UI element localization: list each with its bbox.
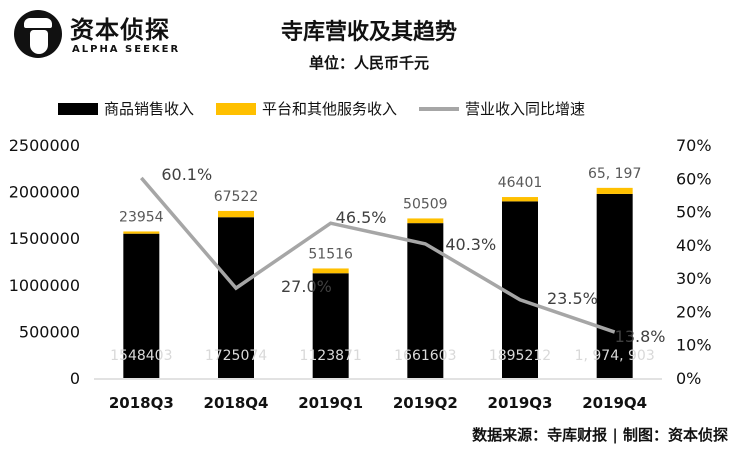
legend-swatch-goods [58, 102, 98, 115]
data-label-goods: 1725074 [205, 348, 267, 364]
legend-label-growth: 营业收入同比增速 [465, 100, 586, 118]
bar-platform [596, 187, 633, 194]
y2-tick-label: 0% [676, 369, 701, 388]
logo: 资本侦探 ALPHA SEEKER [12, 8, 192, 60]
data-label-growth: 13.8% [615, 327, 666, 346]
y-tick-label: 2000000 [9, 183, 80, 202]
legend: 商品销售收入 平台和其他服务收入 营业收入同比增速 [58, 98, 607, 119]
legend-label-goods: 商品销售收入 [104, 100, 195, 118]
x-tick-label: 2018Q3 [109, 394, 174, 412]
data-label-growth: 40.3% [445, 235, 496, 254]
bar-platform [407, 218, 444, 224]
y-tick-label: 2500000 [9, 136, 80, 155]
detective-logo-icon [14, 10, 62, 58]
y2-tick-label: 20% [676, 302, 712, 321]
data-label-goods: 1661603 [394, 348, 456, 364]
data-label-growth: 60.1% [161, 165, 212, 184]
legend-swatch-platform [216, 102, 257, 115]
y-tick-label: 1500000 [9, 229, 80, 248]
bar-platform [123, 231, 160, 234]
bar-goods [596, 193, 633, 378]
chart-title: 寺库营收及其趋势 [280, 19, 457, 45]
x-tick-label: 2019Q3 [488, 394, 553, 412]
chart-subtitle: 单位：人民币千元 [308, 54, 429, 72]
data-label-goods: 1, 974, 903 [575, 348, 655, 364]
data-label-growth: 46.5% [336, 208, 387, 227]
legend-item-goods: 商品销售收入 [58, 98, 194, 119]
y2-tick-label: 50% [676, 203, 712, 222]
x-tick-label: 2019Q4 [582, 394, 647, 412]
y2-tick-label: 30% [676, 269, 712, 288]
logo-name-en: ALPHA SEEKER [72, 44, 181, 55]
data-label-platform: 65, 197 [588, 166, 641, 182]
y-tick-label: 1000000 [9, 276, 80, 295]
data-label-growth: 23.5% [547, 289, 598, 308]
bar-platform [312, 268, 349, 274]
growth-line [140, 176, 616, 334]
bar-goods [218, 217, 254, 378]
data-label-platform: 67522 [214, 189, 259, 205]
data-label-goods: 1123871 [299, 348, 361, 364]
data-label-platform: 46401 [498, 175, 543, 191]
legend-item-platform: 平台和其他服务收入 [216, 98, 397, 119]
data-label-platform: 23954 [119, 209, 164, 225]
legend-item-growth: 营业收入同比增速 [419, 98, 585, 119]
logo-name-cn: 资本侦探 [70, 16, 170, 44]
y2-tick-label: 40% [676, 236, 712, 255]
y2-tick-label: 10% [676, 336, 712, 355]
x-tick-label: 2019Q2 [393, 394, 458, 412]
y2-tick-label: 60% [676, 169, 712, 188]
bar-platform [502, 197, 538, 202]
data-label-platform: 50509 [403, 196, 448, 212]
y2-tick-label: 70% [676, 136, 712, 155]
y-tick-label: 500000 [19, 322, 80, 341]
legend-label-platform: 平台和其他服务收入 [262, 100, 398, 118]
bar-goods [123, 233, 160, 378]
y-tick-label: 0 [70, 369, 80, 388]
bar-platform [218, 210, 254, 218]
bar-goods [312, 273, 349, 378]
data-label-platform: 51516 [308, 246, 353, 262]
data-label-goods: 1895212 [489, 348, 551, 364]
data-label-goods: 1548403 [110, 348, 172, 364]
source-note: 数据来源：寺库财报 | 制图：资本侦探 [472, 426, 728, 444]
legend-swatch-growth [419, 106, 460, 111]
x-tick-label: 2019Q1 [298, 394, 363, 412]
data-label-growth: 27.0% [281, 277, 332, 296]
x-tick-label: 2018Q4 [204, 394, 269, 412]
bar-goods [502, 201, 538, 378]
